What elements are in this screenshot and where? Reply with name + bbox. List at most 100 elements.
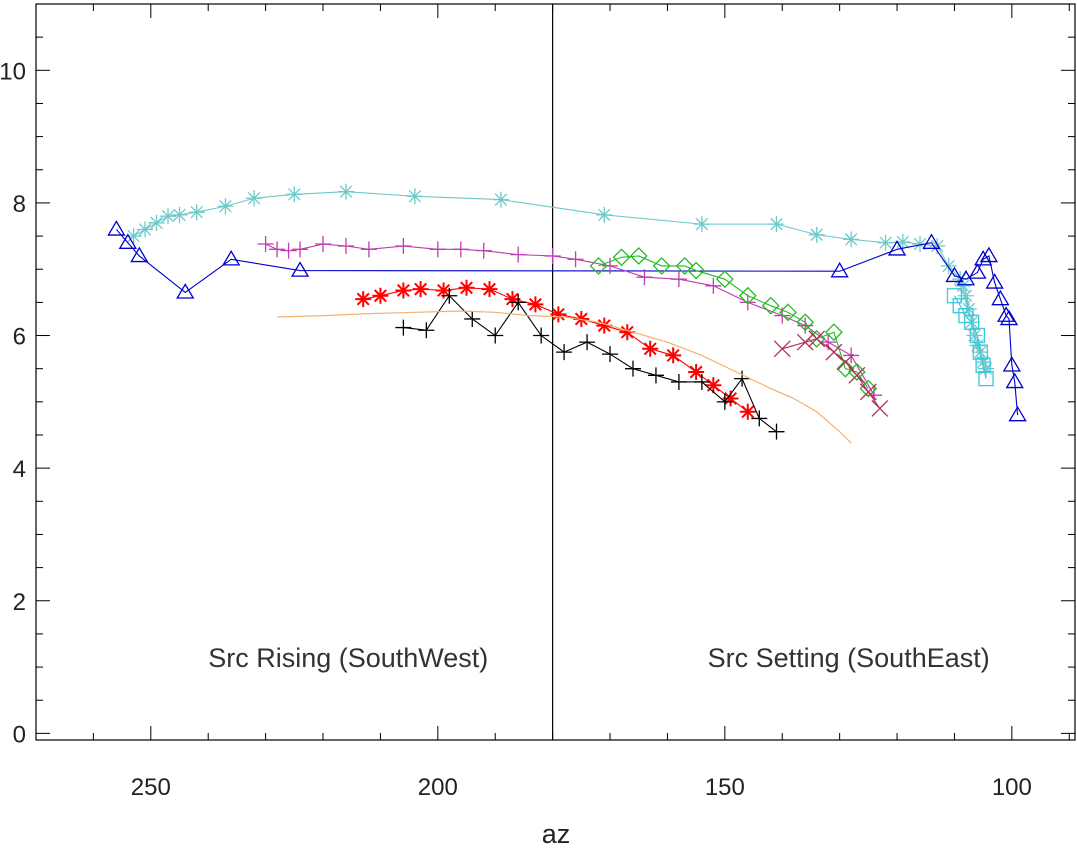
data-point xyxy=(406,188,423,205)
series-line xyxy=(363,287,749,413)
data-point xyxy=(877,234,894,251)
data-point xyxy=(636,269,653,286)
data-point xyxy=(315,236,332,253)
data-point xyxy=(739,294,756,311)
data-point xyxy=(952,271,969,288)
data-point xyxy=(504,291,521,308)
data-point xyxy=(859,383,877,401)
data-point xyxy=(217,198,234,215)
x-tick-label: 200 xyxy=(418,774,458,801)
series-8 xyxy=(946,288,994,387)
data-point xyxy=(176,283,195,299)
data-point xyxy=(705,277,722,294)
data-point xyxy=(337,183,354,200)
data-point xyxy=(171,206,188,223)
data-point xyxy=(675,256,694,275)
data-point xyxy=(464,310,481,327)
data-point xyxy=(871,400,889,417)
annotations: Src Rising (SouthWest) Src Setting (South… xyxy=(208,643,990,673)
data-point xyxy=(629,247,648,265)
data-point xyxy=(957,287,974,304)
data-point xyxy=(355,291,372,308)
data-point xyxy=(556,344,573,361)
y-tick-label: 8 xyxy=(13,191,26,218)
data-point xyxy=(985,273,1004,289)
data-point xyxy=(475,242,492,259)
data-point xyxy=(619,324,636,341)
data-point xyxy=(544,247,561,264)
data-point xyxy=(693,373,710,390)
y-tick-label: 6 xyxy=(13,324,26,351)
data-point xyxy=(715,270,734,289)
data-point xyxy=(573,310,590,327)
data-point xyxy=(441,287,458,304)
data-point xyxy=(567,251,584,268)
x-tick-label: 250 xyxy=(131,774,171,801)
data-point xyxy=(612,248,631,267)
data-point xyxy=(968,263,987,279)
data-point xyxy=(978,370,994,387)
data-point xyxy=(768,423,785,440)
y-tick-label: 2 xyxy=(13,589,26,616)
data-point xyxy=(969,327,986,344)
data-point xyxy=(550,306,567,323)
data-point xyxy=(372,287,389,304)
data-point xyxy=(964,314,980,330)
data-point xyxy=(955,277,972,294)
data-point xyxy=(761,296,780,315)
data-point xyxy=(510,294,527,311)
data-point xyxy=(222,249,241,266)
series-line xyxy=(133,191,987,369)
data-point xyxy=(670,373,687,390)
data-point xyxy=(996,306,1016,322)
data-point xyxy=(739,403,756,420)
data-point xyxy=(848,366,866,384)
data-point xyxy=(435,282,452,299)
data-point xyxy=(705,377,722,394)
data-point xyxy=(125,228,142,245)
data-point xyxy=(246,190,263,207)
data-point xyxy=(652,256,671,275)
data-point xyxy=(589,256,608,275)
data-point xyxy=(779,303,797,322)
data-point xyxy=(768,216,785,233)
data-point xyxy=(751,410,768,427)
data-point xyxy=(894,234,911,251)
data-point xyxy=(395,238,412,255)
data-point xyxy=(280,242,297,259)
data-point xyxy=(148,214,165,231)
series-layer xyxy=(107,183,1027,444)
data-point xyxy=(991,289,1010,306)
y-tick-label: 0 xyxy=(13,721,26,748)
data-point xyxy=(337,238,354,255)
data-point xyxy=(966,327,983,344)
data-point xyxy=(130,246,149,263)
data-point xyxy=(773,340,791,358)
data-point xyxy=(665,347,682,364)
data-point xyxy=(796,333,814,351)
series-7 xyxy=(277,310,852,444)
data-point xyxy=(137,221,154,238)
y-tick-label: 10 xyxy=(0,58,26,85)
data-point xyxy=(602,257,619,274)
series-line xyxy=(598,255,869,389)
data-point xyxy=(533,327,550,344)
data-point xyxy=(290,261,310,277)
data-point xyxy=(452,241,469,258)
data-point xyxy=(642,340,659,357)
axes: 250 200 150 100 0 2 4 6 8 10 xyxy=(0,3,1075,801)
y-tick-label: 4 xyxy=(13,456,26,483)
data-point xyxy=(647,367,664,384)
data-point xyxy=(716,393,733,410)
series-line xyxy=(277,310,852,444)
series-5 xyxy=(355,279,756,420)
data-point xyxy=(418,322,435,339)
series-0 xyxy=(125,183,995,377)
data-point xyxy=(286,186,303,203)
data-point xyxy=(734,370,751,387)
data-point xyxy=(974,249,993,266)
data-point xyxy=(688,364,705,380)
data-point xyxy=(1008,405,1027,422)
data-point xyxy=(492,191,509,208)
x-tick-label: 100 xyxy=(992,774,1032,801)
